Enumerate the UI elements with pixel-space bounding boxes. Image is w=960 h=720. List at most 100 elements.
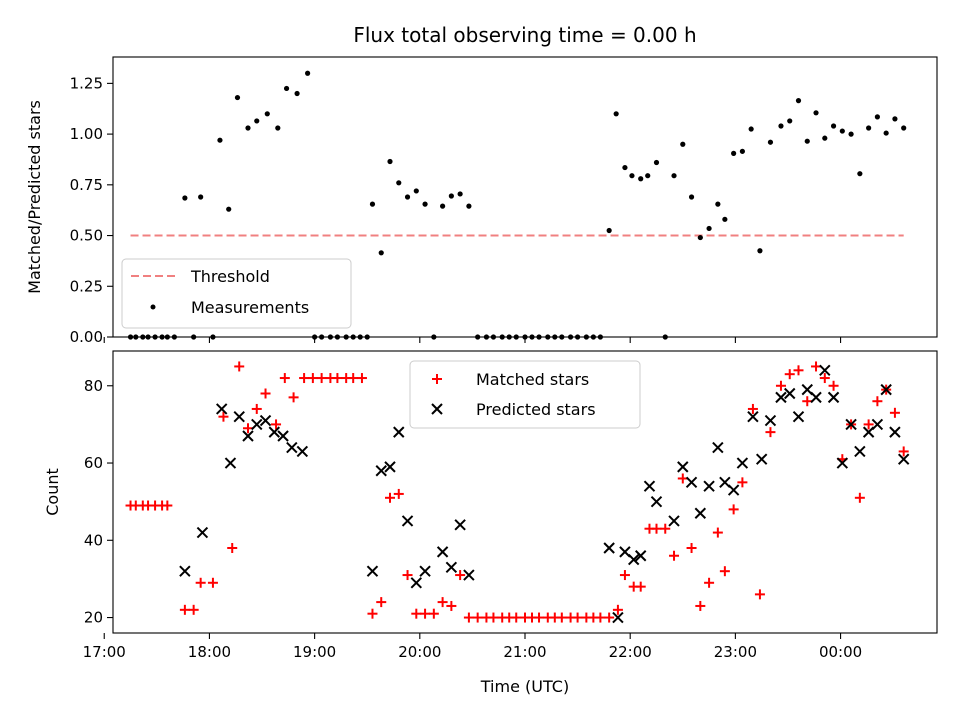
measurement-point — [226, 206, 232, 212]
matched-star-point — [828, 380, 839, 391]
matched-star-point — [765, 427, 776, 438]
bottom-x-tick-label: 22:00 — [609, 643, 652, 661]
measurement-point — [757, 248, 763, 254]
bottom-legend: Matched stars Predicted stars — [409, 360, 641, 429]
measurement-point — [638, 176, 644, 182]
matched-star-point — [775, 380, 786, 391]
matched-star-point — [511, 612, 522, 623]
matched-star-point — [695, 600, 706, 611]
predicted-star-point — [286, 441, 298, 454]
matched-star-point — [747, 403, 758, 414]
measurement-point — [804, 138, 810, 144]
bottom-x-tick-label: 23:00 — [714, 643, 757, 661]
predicted-star-point — [827, 391, 840, 404]
measurement-point — [182, 195, 188, 201]
predicted-star-point — [775, 391, 787, 404]
predicted-star-point — [436, 546, 449, 558]
bottom-panel-ylabel: Count — [43, 468, 62, 516]
measurement-point — [715, 201, 721, 207]
measurement-point — [448, 193, 454, 199]
predicted-star-point — [251, 418, 263, 431]
measurement-point — [413, 188, 419, 194]
matched-star-point — [595, 612, 606, 623]
measurement-point — [722, 216, 728, 222]
predicted-star-point — [401, 515, 414, 527]
measurement-point — [848, 131, 854, 137]
matched-star-point — [316, 373, 327, 384]
matched-star-point — [393, 488, 404, 499]
bottom-y-tick-label: 60 — [84, 454, 103, 472]
measurement-point — [629, 173, 635, 179]
predicted-star-point — [871, 418, 884, 431]
matched-star-point — [686, 543, 697, 554]
predicted-star-point — [366, 565, 379, 577]
predicted-stars-point-group — [179, 364, 910, 624]
measurement-point — [866, 125, 872, 131]
matched-star-point — [402, 570, 413, 581]
predicted-star-point — [224, 457, 237, 469]
bottom-panel: Count Time (UTC) 20 40 60 80 17:00 18:00 19:0… — [43, 350, 938, 696]
measurement-point — [217, 137, 223, 143]
measurement-point — [778, 123, 784, 129]
matched-star-point — [719, 566, 730, 577]
measurement-point — [245, 125, 251, 131]
predicted-star-point — [694, 507, 707, 519]
matched-star-point — [712, 527, 723, 538]
matched-stars-point-group — [125, 361, 909, 623]
predicted-star-point — [384, 461, 396, 473]
predicted-star-point — [764, 414, 777, 427]
bottom-x-tick-label: 21:00 — [503, 643, 546, 661]
matched-star-point — [227, 543, 238, 554]
predicted-star-point — [685, 476, 698, 489]
top-panel-title: Flux total observing time = 0.00 h — [353, 23, 696, 47]
matched-star-point — [704, 577, 715, 588]
matched-star-point — [288, 392, 299, 403]
matched-star-point — [472, 612, 483, 623]
measurement-point — [680, 141, 686, 147]
measurement-point — [653, 159, 660, 166]
matched-star-point — [356, 373, 367, 384]
predicted-star-point — [836, 457, 849, 469]
matched-star-point — [299, 373, 310, 384]
top-y-tick-label: 0.50 — [70, 227, 103, 245]
matched-star-point — [348, 373, 359, 384]
matched-star-point — [635, 581, 646, 592]
predicted-star-point — [845, 418, 857, 431]
matched-star-point — [784, 369, 795, 380]
measurement-point — [731, 150, 737, 156]
matched-star-point — [307, 373, 318, 384]
matched-star-point — [367, 608, 378, 619]
measurement-point — [822, 135, 828, 141]
matched-star-point — [898, 446, 909, 457]
predicted-star-point — [854, 445, 866, 458]
matched-star-point — [651, 523, 662, 534]
bottom-legend-box — [409, 360, 641, 429]
matched-star-point — [669, 550, 680, 561]
measurement-point — [613, 111, 619, 117]
measurement-point — [457, 191, 463, 197]
predicted-star-point — [819, 364, 831, 377]
measurement-point — [739, 148, 745, 154]
measurement-point — [198, 194, 204, 200]
predicted-star-point — [179, 565, 191, 577]
bottom-y-tick-group: 20 40 60 80 — [84, 377, 113, 627]
legend-matched-label: Matched stars — [476, 370, 589, 389]
top-panel-frame — [112, 56, 938, 338]
measurement-point — [378, 250, 384, 256]
predicted-star-point — [747, 410, 759, 423]
predicted-star-point — [268, 426, 281, 438]
predicted-star-point — [233, 410, 245, 423]
top-y-tick-label: 0.00 — [70, 328, 103, 346]
predicted-star-point — [677, 461, 689, 473]
bottom-y-tick-label: 40 — [84, 531, 103, 549]
measurement-point — [874, 114, 880, 120]
measurement-point — [813, 110, 819, 116]
matched-star-point — [811, 361, 822, 372]
matched-star-point — [863, 419, 874, 430]
predicted-star-point — [727, 484, 740, 496]
matched-star-point — [376, 597, 387, 608]
matched-star-point — [556, 612, 567, 623]
matched-star-point — [411, 608, 422, 619]
legend-predicted-swatch — [431, 403, 443, 415]
